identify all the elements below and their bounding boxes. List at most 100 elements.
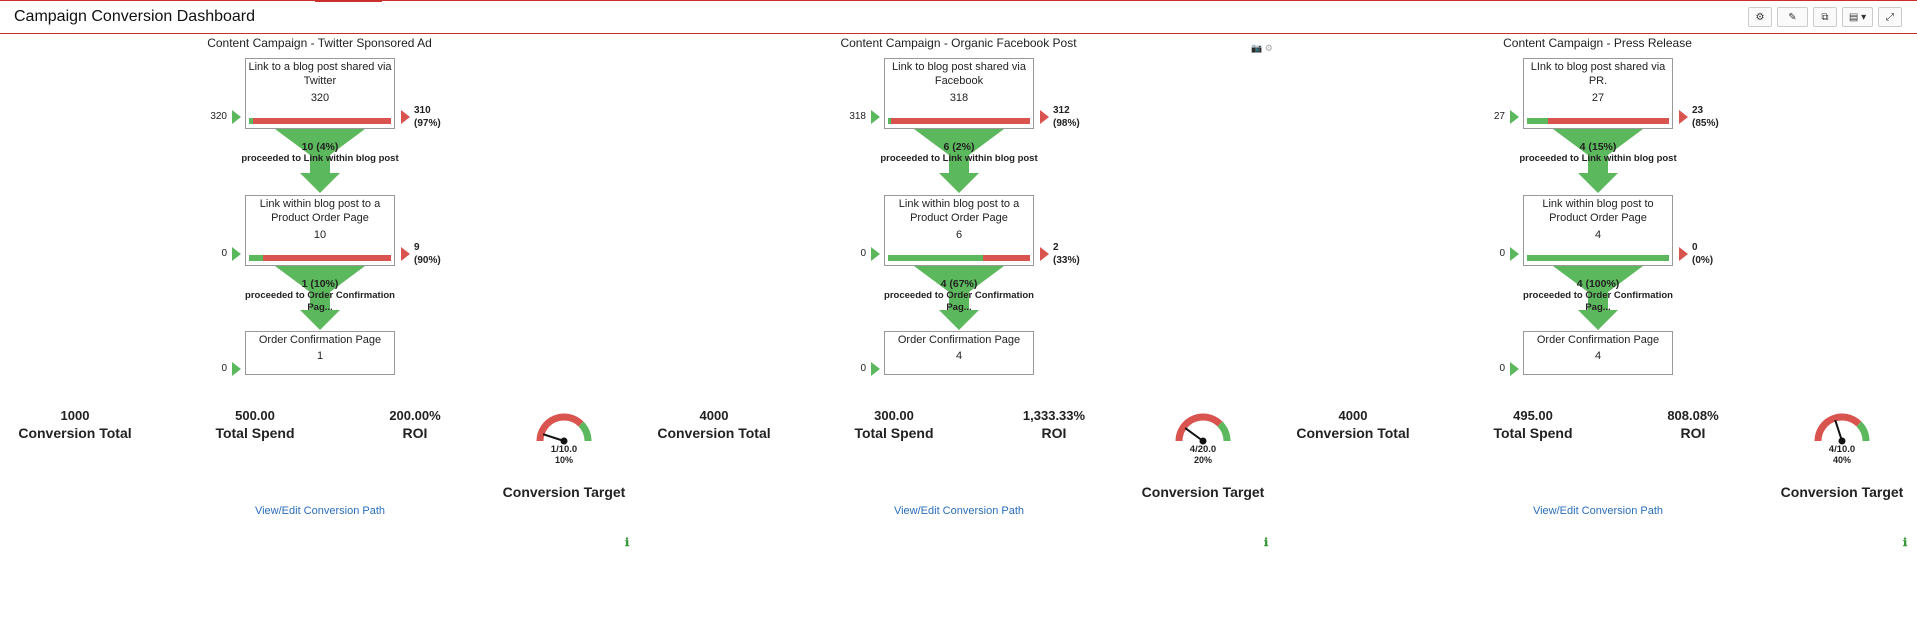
step-count: 4 <box>955 350 963 362</box>
export-icon: ▤ ▾ <box>1848 12 1867 23</box>
incoming-arrow-icon <box>232 362 241 376</box>
conversion-target-label: Conversion Target <box>1141 484 1265 500</box>
panel-tools[interactable]: 📷 ⚙ <box>1251 43 1273 54</box>
step-count: 10 <box>313 229 327 241</box>
gauge-dial-icon <box>1814 413 1870 445</box>
transition-label: 4 (67%) proceeded to Order Confirmation P… <box>877 278 1041 314</box>
funnel-step-box[interactable]: Link within blog post to a Product Order… <box>245 195 395 266</box>
funnel-arrow-icon <box>1553 266 1643 330</box>
funnel-arrow-icon <box>914 266 1004 330</box>
conversion-target-label: Conversion Target <box>502 484 626 500</box>
conversion-bar-fill <box>888 255 984 261</box>
dashboard-header: Campaign Conversion Dashboard ⚙ ✎ ⧉ ▤ ▾ … <box>0 1 1917 34</box>
gauge-percent: 20% <box>1193 455 1212 465</box>
conversion-bar-fill <box>888 118 891 124</box>
total-spend-stat-value: 495.00 <box>1513 408 1553 423</box>
funnel-step-box[interactable]: Order Confirmation Page 4 <box>884 331 1034 375</box>
funnel-arrow-icon <box>275 266 365 330</box>
info-icon[interactable]: ℹ <box>1264 537 1269 549</box>
incoming-arrow-icon <box>232 110 241 124</box>
dropoff-stats: 23 (85%) <box>1692 104 1719 130</box>
conversion-total-stat: 4000 Conversion Total <box>639 408 789 441</box>
total-spend-stat-label: Total Spend <box>1493 425 1573 441</box>
fullscreen-button[interactable]: ⤢ <box>1878 7 1902 27</box>
view-edit-conversion-path-link[interactable]: View/Edit Conversion Path <box>1532 505 1664 517</box>
copy-icon: ⧉ <box>1821 12 1829 23</box>
funnel-step-box[interactable]: Link to a blog post shared via Twitter 32… <box>245 58 395 129</box>
funnel-step-box[interactable]: Link to blog post shared via Facebook 318 <box>884 58 1034 129</box>
transition-description: proceeded to Link within blog post <box>241 153 399 164</box>
roi-stat-label: ROI <box>402 425 428 441</box>
gauge-value-text: 1/10.0 <box>550 444 578 455</box>
total-spend-stat: 495.00 Total Spend <box>1458 408 1608 441</box>
incoming-count: 0 <box>860 248 866 259</box>
transition-description: proceeded to Order Confirmation Pag... <box>1523 290 1673 313</box>
conversion-total-stat-value: 4000 <box>699 408 729 423</box>
export-menu-button[interactable]: ▤ ▾ <box>1842 7 1873 27</box>
gear-icon[interactable]: ⚙ <box>1264 43 1273 53</box>
conversion-bar-fill <box>249 118 254 124</box>
roi-stat: 1,333.33% ROI <box>979 408 1129 441</box>
conversion-bar <box>249 255 391 261</box>
dropoff-arrow-icon <box>1040 247 1049 261</box>
roi-stat: 200.00% ROI <box>340 408 490 441</box>
incoming-count: 318 <box>849 111 866 122</box>
conversion-bar-fill <box>1527 118 1549 124</box>
step-count: 4 <box>1594 350 1602 362</box>
incoming-count: 0 <box>1499 363 1505 374</box>
step-count: 4 <box>1594 229 1602 241</box>
pencil-icon: ✎ <box>1788 12 1797 23</box>
funnel-arrow-icon <box>1553 129 1643 193</box>
info-icon[interactable]: ℹ <box>625 537 630 549</box>
gauge-percent: 10% <box>554 455 573 465</box>
funnel-step-box[interactable]: Link within blog post to a Product Order… <box>884 195 1034 266</box>
gauge-value: 4/10.0 40% <box>1807 444 1877 466</box>
conversion-total-stat-label: Conversion Total <box>1296 425 1410 441</box>
funnel-step-box[interactable]: Order Confirmation Page 4 <box>1523 331 1673 375</box>
incoming-count: 0 <box>1499 248 1505 259</box>
step-label: Link to blog post shared via Facebook <box>892 61 1026 87</box>
panel-title: Content Campaign - Twitter Sponsored Ad <box>207 36 432 50</box>
incoming-arrow-icon <box>1510 247 1519 261</box>
fullscreen-icon: ⤢ <box>1886 12 1894 23</box>
gauge-value: 1/10.0 10% <box>529 444 599 466</box>
info-icon[interactable]: ℹ <box>1903 537 1908 549</box>
dropoff-count: 0 <box>1692 242 1698 253</box>
total-spend-stat-value: 500.00 <box>235 408 275 423</box>
dropoff-count: 312 <box>1053 105 1070 116</box>
conversion-total-stat-label: Conversion Total <box>657 425 771 441</box>
funnel-step-box[interactable]: Order Confirmation Page 1 <box>245 331 395 375</box>
dropoff-arrow-icon <box>1040 110 1049 124</box>
roi-stat: 808.08% ROI <box>1618 408 1768 441</box>
funnel-arrow-icon <box>275 129 365 193</box>
total-spend-stat: 300.00 Total Spend <box>819 408 969 441</box>
dropoff-count: 310 <box>414 105 431 116</box>
camera-icon[interactable]: 📷 <box>1251 43 1263 53</box>
funnel-step-box[interactable]: Link within blog post to Product Order P… <box>1523 195 1673 266</box>
view-edit-conversion-path-link[interactable]: View/Edit Conversion Path <box>254 505 386 517</box>
edit-button[interactable]: ✎ <box>1777 7 1808 27</box>
view-edit-conversion-path-link[interactable]: View/Edit Conversion Path <box>893 505 1025 517</box>
conversion-total-stat-label: Conversion Total <box>18 425 132 441</box>
campaign-panel: Content Campaign - Organic Facebook Post… <box>639 34 1278 594</box>
incoming-count: 27 <box>1493 111 1505 122</box>
conversion-target-label: Conversion Target <box>1780 484 1904 500</box>
gauge-value-text: 4/20.0 <box>1189 444 1217 455</box>
conversion-bar <box>888 118 1030 124</box>
funnel-step-box[interactable]: LInk to blog post shared via PR. 27 <box>1523 58 1673 129</box>
gauge-value: 4/20.0 20% <box>1168 444 1238 466</box>
gauge-dial-icon <box>536 413 592 445</box>
dropoff-arrow-icon <box>401 110 410 124</box>
transition-description: proceeded to Link within blog post <box>1519 153 1677 164</box>
settings-button[interactable]: ⚙ <box>1748 7 1772 27</box>
duplicate-button[interactable]: ⧉ <box>1813 7 1837 27</box>
transition-percent: 10 (4%) <box>301 141 339 153</box>
step-label: LInk to blog post shared via PR. <box>1530 61 1666 87</box>
dropoff-percent: (90%) <box>414 255 441 266</box>
transition-description: proceeded to Link within blog post <box>880 153 1038 164</box>
transition-label: 10 (4%) proceeded to Link within blog pos… <box>238 141 402 165</box>
dropoff-stats: 0 (0%) <box>1692 241 1713 267</box>
conversion-bar-fill <box>249 255 264 261</box>
dropoff-arrow-icon <box>401 247 410 261</box>
dropoff-stats: 310 (97%) <box>414 104 441 130</box>
